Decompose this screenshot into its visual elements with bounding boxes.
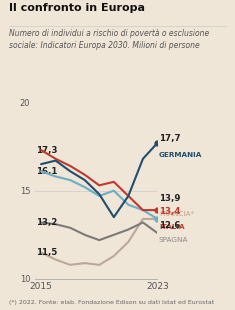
- Text: (*) 2022. Fonte: elab. Fondazione Edison su dati Istat ed Eurostat: (*) 2022. Fonte: elab. Fondazione Edison…: [9, 300, 215, 305]
- Text: 13,9: 13,9: [159, 194, 180, 203]
- Text: 16,1: 16,1: [36, 167, 57, 176]
- Text: ITALIA: ITALIA: [159, 224, 184, 230]
- Text: 11,5: 11,5: [36, 248, 57, 257]
- Text: Il confronto in Europa: Il confronto in Europa: [9, 3, 145, 13]
- Text: SPAGNA: SPAGNA: [159, 237, 188, 243]
- Text: 12,6: 12,6: [159, 221, 180, 230]
- Text: 13,2: 13,2: [36, 218, 57, 227]
- Text: FRANCIA*: FRANCIA*: [159, 211, 194, 217]
- Text: 17,3: 17,3: [36, 145, 58, 154]
- Text: GERMANIA: GERMANIA: [159, 152, 202, 158]
- Text: 17,7: 17,7: [159, 134, 180, 143]
- Text: 13,4: 13,4: [159, 207, 180, 216]
- Text: Numero di individui a rischio di povertà o esclusione
sociale: Indicatori Europa: Numero di individui a rischio di povertà…: [9, 29, 210, 50]
